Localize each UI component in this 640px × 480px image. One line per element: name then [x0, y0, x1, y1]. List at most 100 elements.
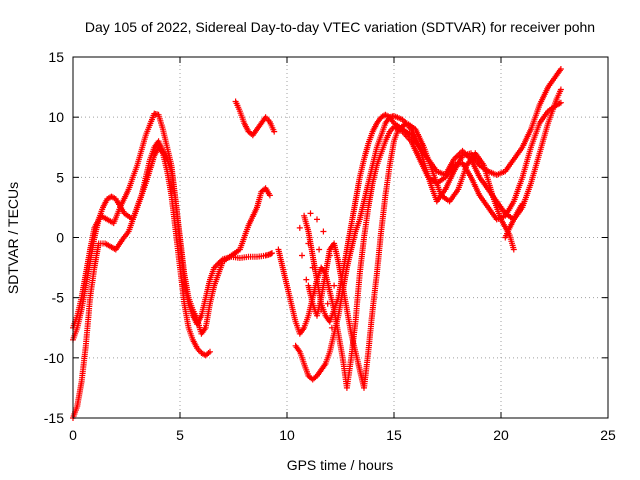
- data-point: [410, 140, 412, 142]
- data-point: [448, 200, 451, 203]
- data-point: [478, 164, 481, 167]
- data-point: [192, 339, 194, 341]
- data-point: [380, 230, 383, 233]
- data-point: [200, 352, 203, 354]
- data-point: [324, 314, 327, 317]
- data-point: [376, 122, 378, 124]
- data-point: [513, 200, 515, 203]
- data-point: [363, 158, 365, 161]
- data-point: [247, 130, 250, 133]
- data-point: [316, 218, 318, 221]
- data-point: [350, 333, 353, 335]
- data-point: [337, 296, 340, 299]
- data-point: [217, 272, 220, 275]
- data-point: [324, 272, 327, 275]
- data-point: [179, 266, 181, 269]
- data-point: [371, 182, 374, 185]
- data-point: [384, 140, 387, 142]
- data-point: [93, 236, 96, 239]
- axis-ticks: 0 5 10 15 20 25 -15 -10 -5 0 5 10 15: [44, 49, 616, 443]
- data-point: [530, 128, 532, 130]
- data-point: [110, 246, 113, 248]
- data-point: [115, 198, 117, 200]
- data-point: [504, 170, 507, 173]
- data-point: [538, 152, 541, 155]
- data-point: [329, 351, 331, 353]
- data-point: [354, 351, 357, 353]
- data-point: [388, 116, 391, 118]
- data-point: [367, 142, 370, 145]
- data-point: [196, 318, 198, 321]
- data-point: [209, 351, 211, 353]
- data-point: [333, 308, 335, 311]
- series-track-i: [502, 200, 526, 241]
- data-point: [256, 128, 258, 130]
- data-point: [102, 206, 104, 209]
- data-point: [333, 333, 335, 335]
- y-axis-label: SDTVAR / TECUs: [5, 182, 21, 294]
- data-point: [294, 345, 297, 347]
- data-point: [380, 116, 383, 118]
- data-point: [316, 375, 318, 377]
- data-point: [367, 182, 370, 185]
- data-point: [80, 381, 83, 383]
- data-point: [329, 320, 331, 323]
- y-tick-label: -10: [44, 350, 64, 366]
- data-point: [478, 194, 481, 197]
- data-point: [121, 239, 123, 241]
- data-point: [453, 158, 455, 161]
- data-point: [179, 236, 181, 239]
- data-point: [230, 254, 233, 257]
- data-point: [89, 260, 91, 263]
- data-point: [307, 314, 310, 317]
- data-point: [316, 314, 318, 317]
- series-track-d: [232, 98, 278, 139]
- data-point: [239, 248, 241, 251]
- data-point: [393, 122, 395, 124]
- data-point: [269, 253, 271, 256]
- data-point: [204, 296, 207, 299]
- y-tick-label: 10: [48, 109, 64, 125]
- data-point: [354, 200, 357, 203]
- data-point: [85, 345, 87, 347]
- data-point: [290, 302, 293, 305]
- data-point: [104, 242, 106, 245]
- data-point: [153, 154, 156, 157]
- data-point: [457, 188, 460, 191]
- data-point: [196, 347, 198, 350]
- data-point: [376, 272, 378, 275]
- data-point: [521, 146, 524, 149]
- data-point: [145, 134, 147, 136]
- data-point: [508, 227, 511, 229]
- data-point: [393, 140, 395, 142]
- data-point: [380, 134, 383, 136]
- data-point: [436, 200, 438, 203]
- data-point: [318, 248, 320, 251]
- data-point: [260, 122, 263, 124]
- data-point: [359, 272, 361, 275]
- data-point: [311, 266, 314, 269]
- data-point: [320, 308, 323, 311]
- data-point: [316, 278, 318, 281]
- data-point: [350, 357, 353, 359]
- data-point: [294, 320, 297, 323]
- y-tick-label: 0: [56, 230, 64, 246]
- data-point: [153, 112, 156, 115]
- data-point: [530, 146, 532, 149]
- y-tick-label: -15: [44, 410, 64, 426]
- data-point: [444, 174, 447, 176]
- data-point: [127, 230, 130, 233]
- data-point: [209, 278, 211, 281]
- data-point: [331, 327, 333, 329]
- data-point: [277, 248, 280, 251]
- data-point: [521, 203, 524, 205]
- data-point: [166, 146, 168, 149]
- data-point: [346, 308, 348, 311]
- data-point: [234, 100, 237, 103]
- data-point: [384, 122, 387, 124]
- data-point: [273, 130, 276, 133]
- data-point: [157, 140, 160, 142]
- data-point: [495, 218, 498, 221]
